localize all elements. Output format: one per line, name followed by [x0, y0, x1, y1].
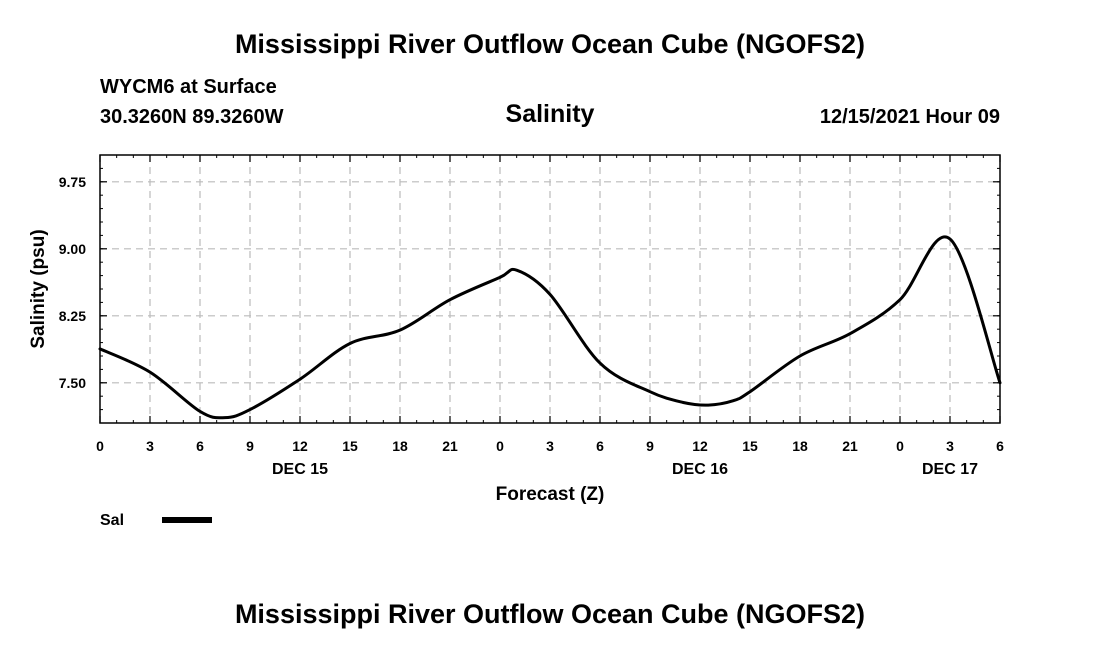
legend-label-sal: Sal	[100, 512, 124, 529]
forecast-datetime: 12/15/2021 Hour 09	[819, 106, 1000, 128]
x-tick-label: 18	[792, 438, 808, 454]
day-label: DEC 17	[922, 461, 978, 478]
station-coordinates: 30.3260N 89.3260W	[100, 106, 284, 128]
x-tick-label: 21	[442, 438, 458, 454]
x-tick-label: 21	[842, 438, 858, 454]
y-tick-label: 9.00	[59, 241, 86, 257]
tick-labels: 0 3 6 9 12 15 18 21 0 3 6 9 12 15 18 21 0 3 6 7.50 8.25 9.00 9…	[59, 174, 1004, 478]
y-tick-label: 8.25	[59, 308, 86, 324]
x-tick-label: 0	[896, 438, 904, 454]
x-tick-label: 6	[196, 438, 204, 454]
plot-frame	[99, 154, 1001, 424]
series-line-sal	[98, 235, 1002, 420]
footer-title: Mississippi River Outflow Ocean Cube (NG…	[234, 599, 866, 629]
x-axis-title: Forecast (Z)	[496, 484, 605, 505]
x-tick-label: 18	[392, 438, 408, 454]
chart-title: Salinity	[505, 100, 595, 128]
x-tick-label: 12	[692, 438, 708, 454]
x-tick-label: 3	[946, 438, 954, 454]
station-label: WYCM6 at Surface	[100, 76, 277, 98]
y-axis-title: Salinity (psu)	[28, 229, 49, 348]
x-tick-label: 6	[596, 438, 604, 454]
day-label: DEC 16	[672, 461, 728, 478]
x-tick-label: 12	[292, 438, 308, 454]
x-tick-label: 9	[246, 438, 254, 454]
x-tick-label: 9	[646, 438, 654, 454]
y-tick-label: 7.50	[59, 375, 86, 391]
y-tick-label: 9.75	[59, 174, 86, 190]
x-tick-label: 0	[496, 438, 504, 454]
grid-lines	[100, 155, 1000, 423]
page-title: Mississippi River Outflow Ocean Cube (NG…	[234, 29, 866, 59]
day-label: DEC 15	[272, 461, 328, 478]
x-tick-label: 3	[146, 438, 154, 454]
x-tick-label: 3	[546, 438, 554, 454]
x-tick-label: 15	[342, 438, 358, 454]
x-tick-label: 6	[996, 438, 1004, 454]
x-tick-label: 0	[96, 438, 104, 454]
x-tick-label: 15	[742, 438, 758, 454]
